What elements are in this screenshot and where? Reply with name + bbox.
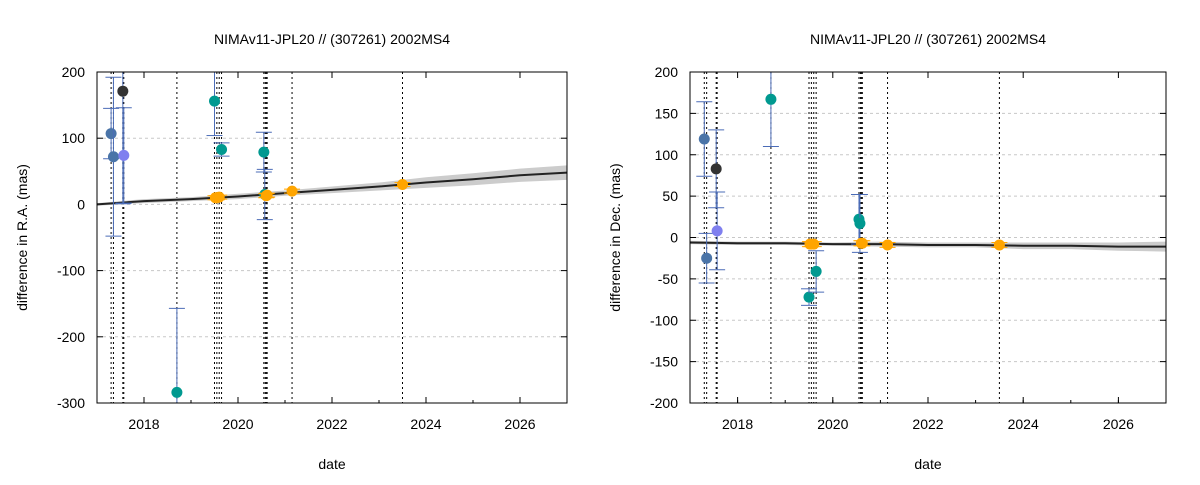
x-tick-label: 2022 [316, 416, 347, 432]
data-point [803, 291, 815, 303]
x-tick-label: 2026 [504, 416, 535, 432]
data-point [993, 239, 1005, 251]
model-line [690, 241, 1166, 248]
data-point [258, 146, 270, 158]
y-tick-label: -100 [57, 263, 85, 279]
chart-title: NIMAv11-JPL20 // (307261) 2002MS4 [810, 31, 1046, 47]
data-point [810, 265, 822, 277]
data-point [261, 189, 273, 201]
x-tick-label: 2026 [1103, 416, 1134, 432]
x-tick-label: 2018 [722, 416, 753, 432]
plot-area [97, 72, 567, 403]
x-tick-label: 2020 [817, 416, 848, 432]
x-tick-label: 2020 [222, 416, 253, 432]
ra-chart: NIMAv11-JPL20 // (307261) 2002MS4 -300 -20… [14, 31, 568, 472]
data-point [710, 163, 722, 175]
y-tick-label: 100 [62, 130, 86, 146]
data-point [286, 185, 298, 197]
data-point [711, 225, 723, 237]
y-axis-label: difference in R.A. (mas) [14, 164, 30, 311]
y-tick-label: -100 [650, 312, 678, 328]
x-tick-label: 2022 [912, 416, 943, 432]
data-point [117, 85, 129, 97]
data-point [171, 386, 183, 398]
y-tick-label: -50 [658, 271, 678, 287]
x-axis-label: date [318, 456, 345, 472]
plot-area [690, 72, 1166, 306]
y-tick-label: 0 [77, 196, 85, 212]
y-tick-label: 0 [670, 230, 678, 246]
y-tick-label: 100 [655, 147, 679, 163]
data-point [107, 151, 119, 163]
x-tick-label: 2024 [410, 416, 441, 432]
data-point [882, 239, 894, 251]
plot-frame [689, 71, 1167, 404]
dec-chart: NIMAv11-JPL20 // (307261) 2002MS4 -200 -15… [607, 31, 1167, 472]
data-point [105, 128, 117, 140]
data-point [213, 191, 225, 203]
data-point [856, 237, 868, 249]
x-axis-label: date [914, 456, 941, 472]
y-tick-label: 50 [662, 188, 678, 204]
model-line [97, 171, 567, 206]
data-point [808, 238, 820, 250]
plot-frame [96, 71, 568, 404]
y-tick-label: -200 [650, 395, 678, 411]
data-point [698, 133, 710, 145]
y-tick-label: 150 [655, 105, 679, 121]
data-point [701, 252, 713, 264]
x-tick-label: 2024 [1008, 416, 1039, 432]
data-point [118, 149, 130, 161]
chart-title: NIMAv11-JPL20 // (307261) 2002MS4 [214, 31, 450, 47]
data-point [216, 143, 228, 155]
y-axis-label: difference in Dec. (mas) [607, 163, 623, 311]
y-tick-label: -300 [57, 395, 85, 411]
y-tick-label: 200 [655, 64, 679, 80]
data-point [765, 93, 777, 105]
y-tick-label: 200 [62, 64, 86, 80]
data-point [209, 95, 220, 107]
data-point [854, 217, 866, 229]
data-point [397, 179, 408, 191]
y-tick-label: -150 [650, 354, 678, 370]
y-tick-label: -200 [57, 329, 85, 345]
x-tick-label: 2018 [128, 416, 159, 432]
